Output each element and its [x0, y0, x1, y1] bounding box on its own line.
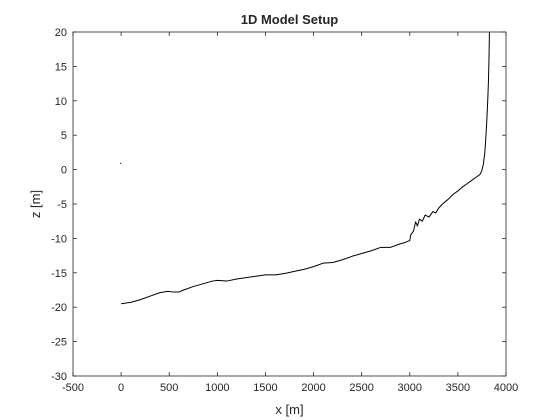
x-tick-label: 2500 [349, 382, 373, 394]
x-tick-label: -500 [62, 382, 84, 394]
x-tick-label: 2000 [301, 382, 325, 394]
x-tick-label: 500 [160, 382, 178, 394]
y-tick-label: 10 [55, 96, 67, 108]
bed-profile-line [121, 31, 490, 305]
axis-ticks: -500 0 500 1000 1500 2000 2500 3000 3500 4000 -30 -… [51, 27, 518, 394]
x-tick-label: 1000 [205, 382, 229, 394]
y-tick-label: 15 [55, 61, 67, 73]
x-tick-label: 0 [118, 382, 124, 394]
y-tick-label: -20 [51, 302, 67, 314]
x-tick-label: 4000 [494, 382, 518, 394]
series-layer [120, 31, 490, 305]
y-tick-label: 0 [61, 165, 67, 177]
y-tick-label: -15 [51, 268, 67, 280]
y-tick-label: -5 [57, 199, 67, 211]
y-tick-label: 5 [61, 130, 67, 142]
y-tick-label: -30 [51, 371, 67, 383]
chart-title: 1D Model Setup [241, 12, 339, 27]
plot-area [72, 31, 507, 377]
y-tick-label: 20 [55, 27, 67, 39]
x-tick-label: 1500 [253, 382, 277, 394]
x-axis-label: x [m] [275, 402, 303, 417]
x-tick-label: 3500 [446, 382, 470, 394]
y-tick-label: -25 [51, 337, 67, 349]
x-tick-label: 3000 [398, 382, 422, 394]
y-axis-label: z [m] [28, 190, 43, 218]
y-tick-label: -10 [51, 233, 67, 245]
